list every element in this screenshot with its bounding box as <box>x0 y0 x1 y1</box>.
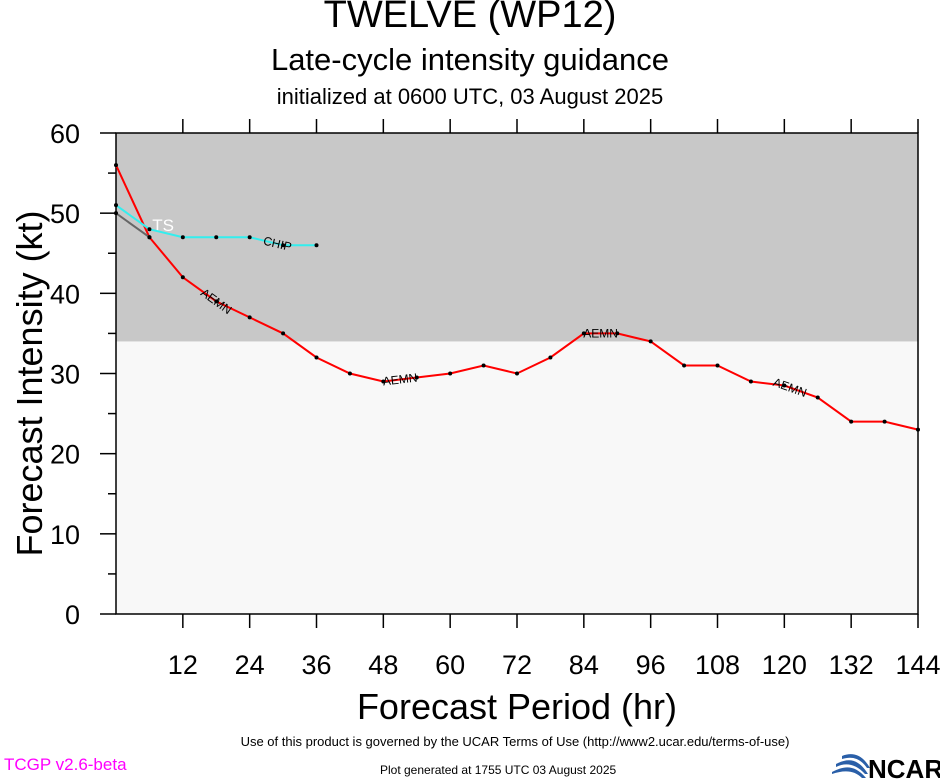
series-label: AEMN <box>583 326 618 340</box>
x-tick-label: 24 <box>235 650 265 680</box>
data-point <box>615 331 620 336</box>
data-point <box>214 299 219 304</box>
data-point <box>147 235 152 240</box>
chart-subtitle: Late-cycle intensity guidance <box>270 42 670 77</box>
data-point <box>214 235 219 240</box>
x-tick-label: 72 <box>502 650 532 680</box>
x-tick-label: 36 <box>301 650 331 680</box>
x-tick-label: 144 <box>895 650 940 680</box>
y-tick-label: 0 <box>65 600 80 630</box>
data-point <box>916 427 920 432</box>
x-axis-title: Forecast Period (hr) <box>357 686 677 727</box>
data-point <box>448 371 453 376</box>
chart-title: TWELVE (WP12) <box>323 0 617 36</box>
x-tick-label: 120 <box>762 650 807 680</box>
series-label: CHIP <box>262 234 293 254</box>
data-point <box>114 163 118 168</box>
series-chip: CHIP <box>114 203 319 254</box>
data-point <box>347 371 352 376</box>
series-unnamed-2 <box>114 211 152 240</box>
y-tick-label: 10 <box>50 520 80 550</box>
y-tick-label: 20 <box>50 440 80 470</box>
data-point <box>114 211 118 216</box>
y-tick-label: 60 <box>50 119 80 149</box>
data-point <box>815 395 820 400</box>
data-point <box>715 363 720 368</box>
series-label: AEMN <box>382 371 418 389</box>
data-point <box>515 371 519 376</box>
data-point <box>281 331 286 336</box>
terms-of-use: Use of this product is governed by the U… <box>240 734 790 749</box>
data-point <box>247 235 252 240</box>
data-point <box>414 375 419 380</box>
data-point <box>648 339 653 344</box>
data-point <box>281 243 286 248</box>
data-point <box>481 363 486 368</box>
init-time: initialized at 0600 UTC, 03 August 2025 <box>276 84 664 109</box>
y-tick-label: 50 <box>50 199 80 229</box>
band-label: TS <box>152 216 174 235</box>
data-point <box>180 235 185 240</box>
series-line <box>115 212 151 239</box>
y-tick-label: 30 <box>50 360 80 390</box>
ncar-logo: NCAR <box>832 754 940 780</box>
x-tick-label: 12 <box>168 650 198 680</box>
x-tick-label: 96 <box>636 650 666 680</box>
data-point <box>882 419 887 424</box>
data-point <box>682 363 687 368</box>
data-point <box>114 203 118 208</box>
y-axis-title: Forecast Intensity (kt) <box>9 210 50 556</box>
y-tick-label: 40 <box>50 279 80 309</box>
x-tick-label: 48 <box>368 650 398 680</box>
logo-text: NCAR <box>868 754 940 780</box>
intensity-chart: 0 10 20 30 40 50 60 12 24 36 48 60 72 84 96 108 120 132 14… <box>9 119 940 727</box>
version-label: TCGP v2.6-beta <box>4 755 127 774</box>
x-tick-label: 108 <box>695 650 740 680</box>
data-point <box>180 275 185 280</box>
data-point <box>581 331 586 336</box>
x-tick-label: 84 <box>569 650 599 680</box>
x-tick-label: 60 <box>435 650 465 680</box>
plot-generated-time: Plot generated at 1755 UTC 03 August 202… <box>380 763 617 777</box>
data-point <box>314 355 319 360</box>
data-point <box>782 383 787 388</box>
data-point <box>748 379 753 384</box>
data-point <box>147 227 152 232</box>
data-point <box>381 379 386 384</box>
data-point <box>849 419 854 424</box>
data-point <box>314 243 319 248</box>
data-point <box>548 355 553 360</box>
x-tick-label: 132 <box>829 650 874 680</box>
data-point <box>247 315 252 320</box>
